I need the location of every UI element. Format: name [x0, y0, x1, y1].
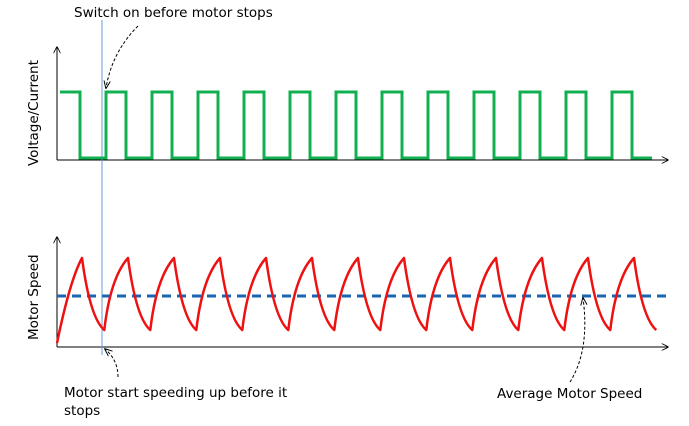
- switch-on-annotation: Switch on before motor stops: [74, 5, 273, 21]
- top-y-axis-label: Voltage/Current: [26, 60, 42, 166]
- bottom-y-axis-label: Motor Speed: [26, 254, 42, 340]
- speeding-up-annotation-line1: Motor start speeding up before it: [64, 385, 288, 401]
- average-speed-pointer-arrow: [569, 298, 585, 383]
- switch-on-pointer-arrow: [106, 25, 139, 88]
- voltage-square-wave: [60, 90, 652, 160]
- motor-speed-curve: [55, 256, 658, 344]
- average-speed-annotation: Average Motor Speed: [497, 386, 643, 402]
- speeding-up-annotation-line2: stops: [64, 403, 101, 419]
- speeding-up-pointer-arrow: [105, 349, 119, 378]
